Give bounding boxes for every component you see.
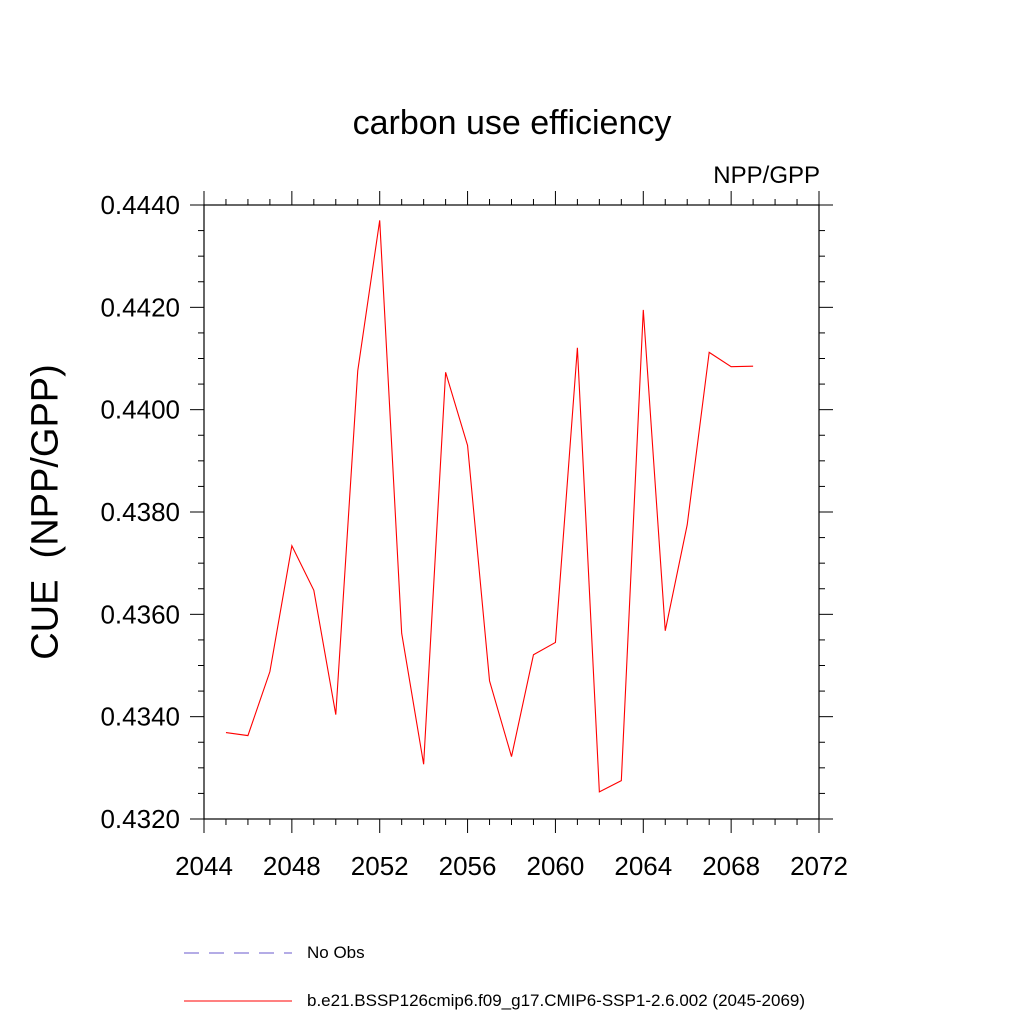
chart-title: carbon use efficiency [352,104,672,142]
y-axis-label: CUE (NPP/GPP) [24,364,67,660]
y-tick-label: 0.4320 [100,804,180,834]
y-tick-label: 0.4360 [100,599,180,629]
x-tick-label: 2056 [439,851,497,881]
legend-label-series: b.e21.BSSP126cmip6.f09_g17.CMIP6-SSP1-2.… [307,991,806,1010]
series-line [225,220,754,793]
y-tick-label: 0.4340 [100,702,180,732]
x-tick-label: 2060 [527,851,585,881]
axis-ticks [190,191,833,833]
y-tick-label: 0.4440 [100,190,180,220]
x-tick-label: 2068 [702,851,760,881]
axis-tick-labels: 2044 2048 2052 2056 2060 2064 2068 2072 0.4320 0.… [100,190,847,881]
x-tick-label: 2064 [614,851,672,881]
plot-frame [203,204,820,820]
x-tick-label: 2052 [351,851,409,881]
chart-subtitle: NPP/GPP [713,162,820,189]
x-tick-label: 2048 [263,851,321,881]
y-tick-label: 0.4380 [100,497,180,527]
legend-lines [184,952,292,1002]
y-tick-label: 0.4420 [100,292,180,322]
x-tick-label: 2072 [790,851,848,881]
y-tick-label: 0.4400 [100,395,180,425]
legend-label-no-obs: No Obs [307,943,365,962]
data-series [225,220,754,793]
x-tick-label: 2044 [175,851,233,881]
